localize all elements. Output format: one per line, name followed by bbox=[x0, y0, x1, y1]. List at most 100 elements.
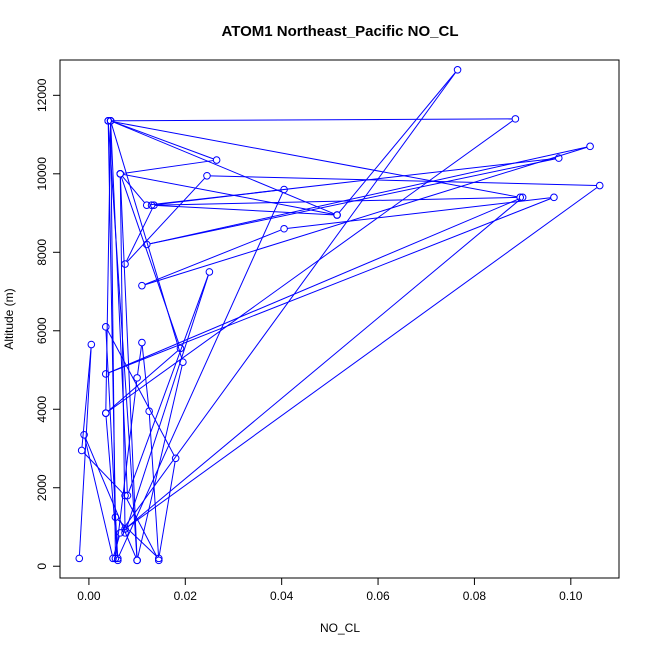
data-point bbox=[203, 171, 211, 180]
series-segment bbox=[113, 121, 214, 160]
data-point bbox=[212, 156, 221, 164]
y-tick-label: 10000 bbox=[35, 157, 49, 191]
data-point bbox=[453, 66, 462, 74]
series-segment bbox=[150, 146, 587, 245]
y-tick-label: 2000 bbox=[35, 474, 49, 501]
y-tick-label: 0 bbox=[35, 563, 49, 570]
data-point bbox=[121, 529, 129, 537]
series-segment bbox=[127, 177, 205, 262]
series-segment bbox=[287, 197, 551, 229]
y-tick-label: 8000 bbox=[35, 239, 49, 266]
data-point bbox=[101, 409, 110, 417]
series-segment bbox=[157, 196, 517, 206]
data-point bbox=[176, 344, 185, 353]
x-axis: 0.00 0.02 0.04 0.06 0.08 0.10 bbox=[77, 577, 583, 603]
data-point bbox=[333, 211, 341, 219]
series-segment bbox=[123, 160, 214, 174]
series-segment bbox=[113, 121, 335, 215]
data-point bbox=[179, 358, 187, 366]
series-segment bbox=[125, 275, 209, 530]
series-segment bbox=[155, 204, 334, 216]
x-tick-label: 0.08 bbox=[463, 589, 487, 603]
data-point bbox=[171, 454, 180, 463]
data-point bbox=[138, 281, 146, 290]
data-point bbox=[121, 525, 129, 533]
series-segment bbox=[127, 187, 598, 528]
data-point bbox=[142, 201, 151, 209]
data-point bbox=[154, 554, 163, 563]
series-segment bbox=[137, 365, 183, 558]
data-point bbox=[586, 142, 594, 151]
data-point bbox=[554, 154, 563, 162]
data-point bbox=[114, 556, 122, 565]
series-segment bbox=[105, 330, 119, 557]
data-point bbox=[550, 193, 558, 202]
data-point bbox=[109, 554, 117, 563]
data-point bbox=[106, 117, 115, 125]
data-point bbox=[101, 323, 110, 331]
data-point bbox=[111, 554, 120, 563]
chart-title: ATOM1 Northeast_Pacific NO_CL bbox=[221, 23, 458, 40]
y-tick-label: 6000 bbox=[35, 317, 49, 344]
data-point bbox=[123, 491, 132, 500]
data-point bbox=[133, 556, 141, 565]
series-segment bbox=[123, 173, 334, 215]
y-tick-label: 12000 bbox=[35, 78, 49, 112]
series-segment bbox=[110, 124, 128, 493]
data-point bbox=[518, 193, 527, 202]
series-segment bbox=[108, 120, 513, 412]
data-point bbox=[205, 268, 214, 276]
x-tick-label: 0.04 bbox=[270, 589, 294, 603]
y-axis: 0 2000 4000 6000 8000 10000 12000 bbox=[35, 78, 61, 570]
series-segment bbox=[106, 329, 175, 456]
x-tick-label: 0.02 bbox=[174, 589, 198, 603]
series-segment bbox=[83, 452, 123, 494]
data-point bbox=[116, 529, 125, 537]
series-segment bbox=[111, 120, 517, 198]
series-segment bbox=[144, 229, 282, 285]
data-point bbox=[516, 193, 525, 202]
x-tick-label: 0.00 bbox=[77, 589, 101, 603]
data-point bbox=[77, 446, 86, 455]
series-segment bbox=[113, 536, 120, 556]
data-point bbox=[595, 181, 604, 190]
data-point bbox=[114, 554, 122, 563]
x-tick-label: 0.10 bbox=[559, 589, 583, 603]
series-segment bbox=[127, 199, 521, 528]
data-point bbox=[150, 201, 158, 209]
data-point bbox=[87, 340, 96, 349]
data-point bbox=[80, 430, 88, 439]
series-segment bbox=[126, 208, 153, 262]
data-point bbox=[154, 556, 163, 565]
x-tick-label: 0.06 bbox=[366, 589, 390, 603]
data-point bbox=[121, 260, 129, 268]
series-segment bbox=[210, 175, 597, 186]
data-point bbox=[147, 201, 156, 209]
data-point bbox=[111, 513, 120, 521]
series-segment bbox=[81, 347, 92, 448]
data-point bbox=[104, 117, 112, 125]
series-segment bbox=[121, 72, 456, 531]
series-segment bbox=[105, 124, 112, 410]
series-segment bbox=[107, 124, 116, 514]
series-segment bbox=[122, 176, 145, 203]
series-segment bbox=[119, 177, 138, 557]
series-segment bbox=[128, 275, 209, 493]
x-axis-label: NO_CL bbox=[320, 621, 360, 635]
series-segment bbox=[119, 177, 126, 530]
y-axis-label: Altitude (m) bbox=[2, 288, 16, 349]
data-point bbox=[116, 170, 125, 178]
data-point bbox=[280, 224, 288, 233]
series-segment bbox=[105, 416, 119, 557]
data-point bbox=[133, 374, 141, 382]
data-point bbox=[145, 407, 153, 416]
series-segment bbox=[126, 498, 158, 558]
data-point bbox=[101, 370, 110, 378]
data-point bbox=[121, 491, 129, 500]
series-segment bbox=[84, 438, 113, 556]
series-segment bbox=[338, 72, 456, 213]
series-layer bbox=[75, 66, 604, 565]
series-segment bbox=[118, 192, 284, 556]
data-point bbox=[75, 554, 84, 563]
